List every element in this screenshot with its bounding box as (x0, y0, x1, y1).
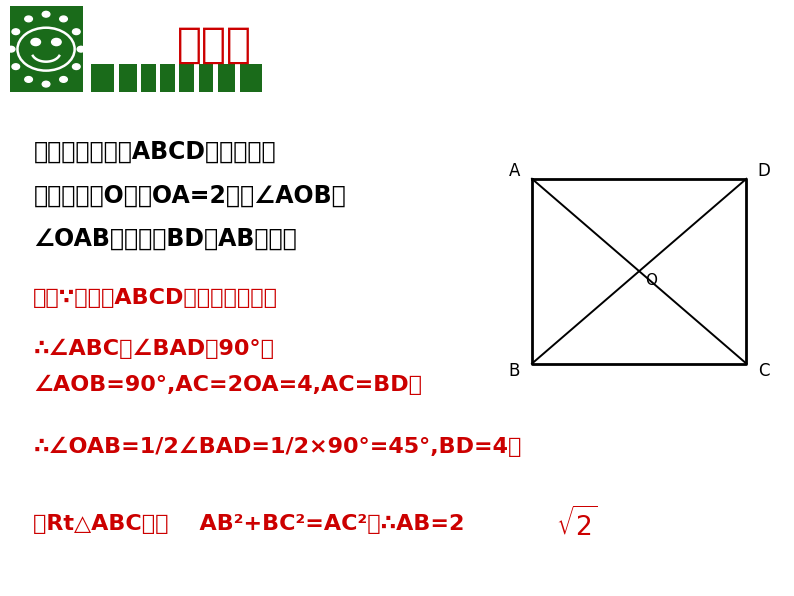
Bar (91, 64, 114, 92)
Text: 如图，在正方形ABCD中，两条对: 如图，在正方形ABCD中，两条对 (33, 140, 276, 164)
Text: ∴∠ABC＝∠BAD＝90°，: ∴∠ABC＝∠BAD＝90°， (33, 339, 275, 359)
Text: 解：∵四边形ABCD是平行四边形，: 解：∵四边形ABCD是平行四边形， (33, 288, 279, 308)
Bar (179, 64, 194, 92)
Text: B: B (509, 362, 520, 380)
Text: 在Rt△ABC中，    AB²+BC²=AC²，∴AB=2: 在Rt△ABC中， AB²+BC²=AC²，∴AB=2 (33, 514, 464, 535)
Circle shape (7, 46, 15, 52)
Circle shape (31, 38, 40, 46)
Text: ∠AOB=90°,AC=2OA=4,AC=BD。: ∠AOB=90°,AC=2OA=4,AC=BD。 (33, 374, 422, 395)
Circle shape (25, 16, 33, 22)
Text: C: C (758, 362, 769, 380)
Circle shape (60, 76, 67, 82)
Bar (141, 64, 156, 92)
Bar (119, 64, 137, 92)
Circle shape (42, 11, 50, 17)
Bar (218, 64, 235, 92)
Text: 学一学: 学一学 (177, 24, 252, 66)
Text: D: D (757, 162, 770, 180)
Circle shape (52, 38, 61, 46)
Text: ∴∠OAB=1/2∠BAD=1/2×90°=45°,BD=4，: ∴∠OAB=1/2∠BAD=1/2×90°=45°,BD=4， (33, 437, 522, 457)
Bar (198, 64, 213, 92)
Text: 角线相交于O点，OA=2，求∠AOB、: 角线相交于O点，OA=2，求∠AOB、 (33, 184, 346, 207)
Circle shape (77, 46, 85, 52)
Bar (160, 64, 175, 92)
Text: $\sqrt{2}$: $\sqrt{2}$ (556, 507, 597, 542)
Circle shape (42, 81, 50, 87)
Bar (10, 6, 83, 92)
Text: A: A (509, 162, 520, 180)
Circle shape (60, 16, 67, 22)
Circle shape (12, 64, 20, 70)
Circle shape (72, 64, 80, 70)
Bar (240, 64, 262, 92)
Text: O: O (645, 272, 657, 288)
Circle shape (12, 29, 20, 35)
Circle shape (72, 29, 80, 35)
Circle shape (25, 76, 33, 82)
Text: ∠OAB的度数及BD、AB的长。: ∠OAB的度数及BD、AB的长。 (33, 226, 297, 250)
